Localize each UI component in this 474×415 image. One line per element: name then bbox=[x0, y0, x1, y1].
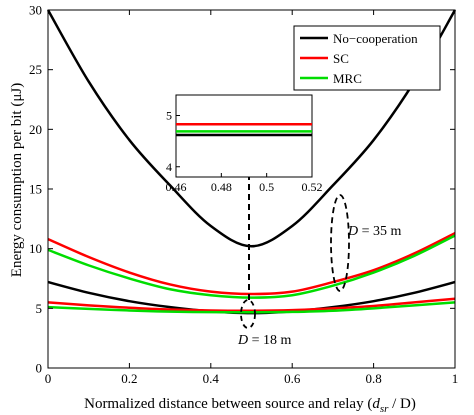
x-tick-label: 0.4 bbox=[203, 371, 220, 386]
main-plot-lines bbox=[46, 9, 457, 315]
inset-x-tick-label: 0.52 bbox=[302, 180, 323, 194]
x-axis-label: Normalized distance between source and r… bbox=[84, 396, 416, 415]
y-axis-label: Energy consumption per bit (μJ) bbox=[9, 83, 25, 277]
ellipse-d35 bbox=[330, 194, 350, 292]
y-axis-ticks: 0 5 10 15 20 25 30 bbox=[29, 3, 455, 376]
inset-zoom-plot: 0.46 0.48 0.5 0.52 4 5 bbox=[166, 94, 323, 195]
y-tick-label: 0 bbox=[36, 361, 43, 376]
legend-label-mrc: MRC bbox=[333, 71, 362, 86]
y-tick-label: 20 bbox=[29, 122, 42, 137]
series-line-sc-d-35-m bbox=[47, 232, 456, 296]
y-tick-label: 15 bbox=[29, 182, 42, 197]
series-line-mrc-d-18-m bbox=[47, 301, 456, 314]
x-tick-label: 0.6 bbox=[284, 371, 301, 386]
ellipse-d18 bbox=[240, 299, 256, 329]
legend-label-sc: SC bbox=[333, 51, 349, 66]
inset-ticks: 0.46 0.48 0.5 0.52 4 5 bbox=[166, 109, 323, 195]
x-tick-label: 1 bbox=[452, 371, 459, 386]
legend-label-no-cooperation: No−cooperation bbox=[333, 31, 418, 46]
x-tick-label: 0 bbox=[45, 371, 52, 386]
y-tick-label: 10 bbox=[29, 241, 42, 256]
inset-y-tick-label: 4 bbox=[166, 160, 172, 174]
legend: No−cooperation SC MRC bbox=[293, 25, 441, 91]
x-axis-ticks: 0 0.2 0.4 0.6 0.8 1 bbox=[45, 10, 459, 386]
inset-lines bbox=[176, 122, 312, 137]
inset-x-tick-label: 0.46 bbox=[166, 180, 187, 194]
inset-x-tick-label: 0.48 bbox=[211, 180, 232, 194]
series-line-mrc-d-35-m bbox=[47, 234, 456, 299]
series-line-no-cooperation-d-35-m bbox=[46, 9, 457, 248]
inset-x-tick-label: 0.5 bbox=[259, 180, 274, 194]
y-tick-label: 30 bbox=[29, 3, 42, 18]
y-tick-label: 25 bbox=[29, 62, 42, 77]
series-line-sc-d-18-m bbox=[47, 297, 456, 312]
x-tick-label: 0.2 bbox=[121, 371, 137, 386]
annotation-d18: D = 18 m bbox=[237, 333, 292, 348]
inset-y-tick-label: 5 bbox=[166, 109, 172, 123]
x-tick-label: 0.8 bbox=[365, 371, 381, 386]
y-tick-label: 5 bbox=[36, 301, 43, 316]
annotation-d35: D = 35 m bbox=[347, 224, 402, 239]
